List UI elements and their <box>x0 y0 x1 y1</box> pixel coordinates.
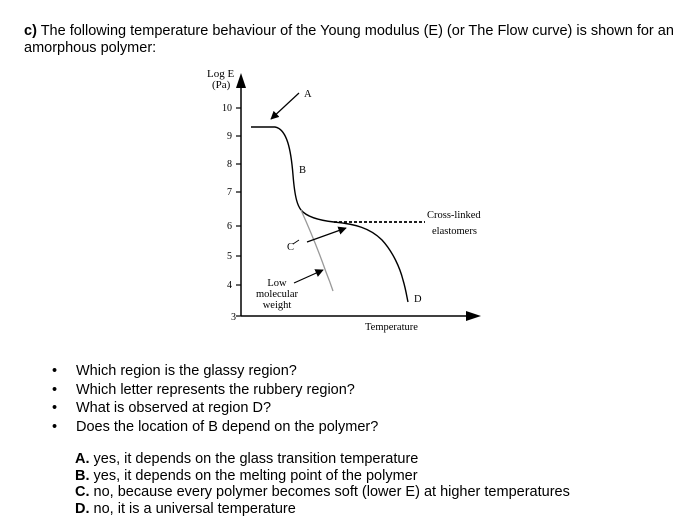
answer-text: no, because every polymer becomes soft (… <box>93 484 570 500</box>
answer-option-d[interactable]: D. no, it is a universal temperature <box>75 501 570 518</box>
x-axis-arrowhead <box>466 311 481 321</box>
label-a: A <box>304 89 312 100</box>
tick-label-8: 8 <box>227 159 232 170</box>
modulus-curve <box>251 126 409 303</box>
label-low-mw-line3: weight <box>263 300 292 311</box>
y-axis-label-line1: Log E <box>207 68 234 80</box>
intro-text: The following temperature behaviour of t… <box>24 23 674 56</box>
question-intro: c) The following temperature behaviour o… <box>24 23 679 57</box>
answer-letter: D. <box>75 500 90 517</box>
arrow-to-glassy <box>270 92 300 120</box>
answer-letter: A. <box>75 451 90 467</box>
label-low-mw-line2: molecular <box>256 289 298 300</box>
label-crosslinked-line2: elastomers <box>432 226 477 237</box>
x-axis-label: Temperature <box>365 322 418 333</box>
answer-letter: C. <box>75 484 90 500</box>
question-item: Does the location of B depend on the pol… <box>52 418 378 437</box>
label-c: C <box>287 242 294 253</box>
tick-label-3: 3 <box>231 312 236 323</box>
question-list: Which region is the glassy region? Which… <box>52 362 378 436</box>
y-axis-label-line2: (Pa) <box>212 79 231 91</box>
tick-label-7: 7 <box>227 187 232 198</box>
tick-label-10: 10 <box>222 103 232 114</box>
answer-text: no, it is a universal temperature <box>93 500 296 517</box>
label-crosslinked-line1: Cross-linked <box>427 210 481 221</box>
label-d: D <box>414 294 422 305</box>
tick-label-5: 5 <box>227 251 232 262</box>
label-b: B <box>299 165 306 176</box>
tick-label-9: 9 <box>227 131 232 142</box>
answer-option-b[interactable]: B. yes, it depends on the melting point … <box>75 468 570 485</box>
answer-letter: B. <box>75 467 90 484</box>
tick-label-4: 4 <box>227 280 232 291</box>
y-ticks <box>236 107 241 317</box>
answer-option-c[interactable]: C. no, because every polymer becomes sof… <box>75 484 570 501</box>
c-pointer <box>292 239 300 245</box>
answer-text: yes, it depends on the melting point of … <box>93 467 418 484</box>
low-molecular-weight-curve <box>300 209 334 292</box>
young-modulus-figure: Log E (Pa) 10 9 8 7 6 5 4 3 A B C D Cros… <box>207 68 481 333</box>
y-axis-arrowhead <box>236 73 246 88</box>
question-item: Which region is the glassy region? <box>52 362 378 381</box>
arrow-low-mw <box>293 269 324 284</box>
question-item: What is observed at region D? <box>52 399 378 418</box>
part-label: c) <box>24 23 37 39</box>
answer-option-a[interactable]: A. yes, it depends on the glass transiti… <box>75 451 570 468</box>
label-low-mw-line1: Low <box>267 278 287 289</box>
question-item: Which letter represents the rubbery regi… <box>52 381 378 400</box>
arrow-to-rubbery <box>306 226 347 243</box>
tick-label-6: 6 <box>227 221 232 232</box>
answer-options: A. yes, it depends on the glass transiti… <box>75 451 570 517</box>
answer-text: yes, it depends on the glass transition … <box>93 451 419 467</box>
